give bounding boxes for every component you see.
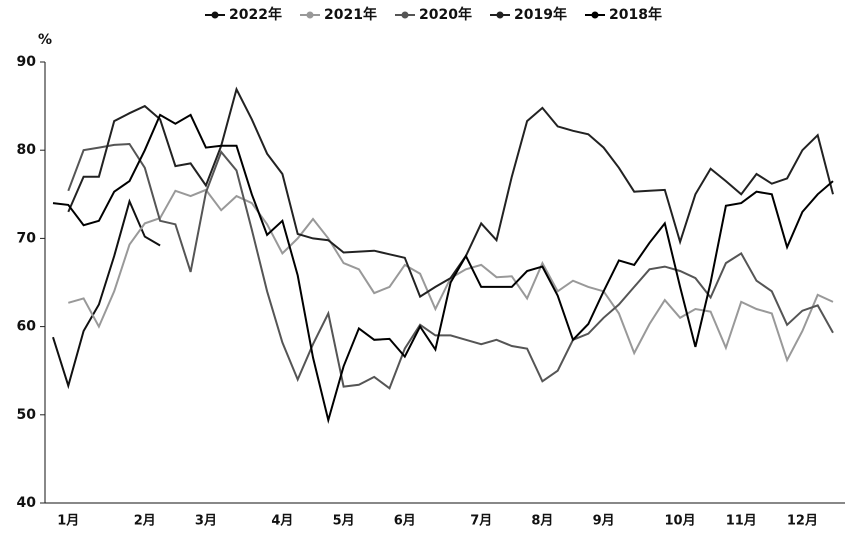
legend-label: 2019年 (514, 6, 567, 23)
x-tick-label: 11月 (726, 514, 757, 529)
y-tick-label: 60 (17, 319, 37, 335)
legend-marker (401, 11, 409, 19)
legend-marker (306, 11, 314, 19)
y-tick-label: 90 (17, 54, 37, 70)
legend-marker (591, 11, 599, 19)
x-tick-label: 5月 (333, 514, 355, 529)
x-tick-label: 8月 (531, 514, 553, 529)
legend-label: 2022年 (229, 6, 282, 23)
x-tick-label: 1月 (57, 514, 79, 529)
line-series (52, 198, 161, 390)
y-axis-label: % (38, 32, 52, 48)
x-tick-label: 4月 (271, 514, 293, 529)
line-series (52, 113, 834, 425)
x-tick-label: 10月 (665, 514, 696, 529)
x-tick-label: 7月 (470, 514, 492, 529)
legend-marker (211, 11, 219, 19)
legend-label: 2021年 (324, 6, 377, 23)
x-tick-label: 12月 (787, 514, 818, 529)
legend-label: 2018年 (609, 6, 662, 23)
line-series (67, 86, 834, 299)
y-tick-label: 70 (17, 230, 37, 246)
line-series (67, 142, 834, 390)
y-tick-label: 40 (17, 495, 37, 511)
legend-label: 2020年 (419, 6, 472, 23)
legend-marker (496, 11, 504, 19)
x-tick-label: 9月 (593, 514, 615, 529)
x-tick-label: 6月 (394, 514, 416, 529)
x-tick-label: 3月 (195, 514, 217, 529)
y-tick-label: 50 (17, 407, 37, 423)
x-tick-label: 2月 (134, 514, 156, 529)
y-tick-label: 80 (17, 142, 37, 158)
